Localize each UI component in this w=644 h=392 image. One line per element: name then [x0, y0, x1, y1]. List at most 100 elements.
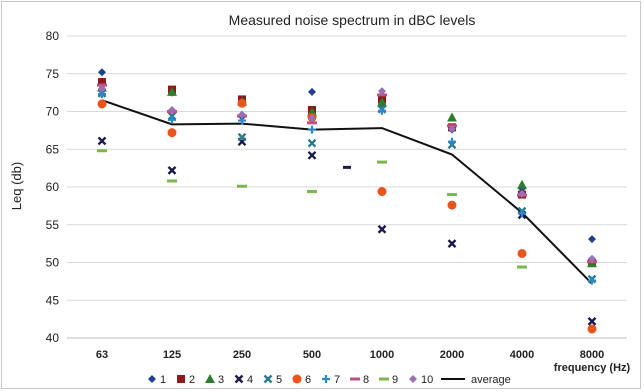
- legend-swatch-9: [379, 377, 389, 381]
- point-series-9-1000: [377, 160, 387, 164]
- legend-item-4: 4: [234, 374, 253, 386]
- x-tick-4000: 4000: [510, 349, 534, 361]
- series-10: [98, 84, 596, 263]
- legend-swatch-2: [177, 375, 185, 383]
- point-series-6-250: [237, 98, 247, 108]
- legend-label-6: 6: [305, 374, 311, 386]
- x-axis-title: frequency (Hz): [554, 362, 631, 374]
- point-series-10-250: [238, 110, 246, 119]
- annotation-marker-0: [343, 165, 351, 169]
- gridlines: [67, 35, 627, 339]
- legend-swatch-3: [205, 374, 215, 383]
- legend-item-7: 7: [322, 374, 340, 386]
- legend-item-2: 2: [177, 374, 195, 386]
- legend-item-6: 6: [292, 374, 311, 386]
- point-series-3-125: [167, 86, 177, 96]
- point-series-4-500: [307, 150, 317, 160]
- point-series-3-1000: [377, 97, 387, 107]
- point-series-6-4000: [517, 248, 527, 258]
- series-9: [97, 149, 527, 269]
- point-series-6-63: [97, 99, 107, 109]
- legend-swatch-1: [148, 375, 156, 383]
- legend-item-9: 9: [379, 374, 398, 386]
- series-4: [97, 136, 597, 326]
- point-series-4-2000: [447, 239, 457, 248]
- legend-item-1: 1: [148, 374, 166, 386]
- point-series-3-2000: [447, 112, 457, 122]
- x-tick-250: 250: [233, 349, 251, 361]
- point-series-4-125: [167, 166, 177, 175]
- point-series-10-500: [308, 114, 316, 123]
- legend-label-8: 8: [363, 374, 369, 386]
- point-series-5-500: [307, 138, 317, 148]
- point-series-7-2000: [448, 137, 456, 146]
- legend-swatch-8: [350, 377, 360, 381]
- series-6: [97, 98, 597, 334]
- legend-item-8: 8: [350, 374, 369, 386]
- y-tick-45: 45: [46, 293, 60, 307]
- series-average-line: [101, 99, 593, 285]
- data-series: [97, 68, 597, 334]
- point-series-4-8000: [587, 317, 597, 326]
- point-series-10-125: [168, 105, 176, 114]
- x-tick-125: 125: [163, 349, 181, 361]
- x-tick-labels: 63 125 250 500 1000 2000 4000 8000: [96, 349, 604, 361]
- point-series-7-1000: [378, 106, 386, 115]
- point-series-9-500: [307, 190, 317, 194]
- legend-item-10: 10: [409, 374, 433, 386]
- y-tick-75: 75: [46, 67, 60, 81]
- point-series-1-8000: [588, 235, 596, 244]
- point-series-7-125: [168, 115, 176, 124]
- x-tick-2000: 2000: [440, 349, 464, 361]
- point-series-9-63: [97, 149, 107, 153]
- point-series-3-4000: [517, 179, 527, 189]
- point-series-9-2000: [447, 193, 457, 197]
- point-series-10-1000: [378, 87, 386, 96]
- x-tick-8000: 8000: [580, 349, 604, 361]
- chart-title: Measured noise spectrum in dBC levels: [229, 12, 476, 28]
- legend-label-5: 5: [276, 374, 282, 386]
- y-tick-50: 50: [46, 256, 60, 270]
- legend-item-5: 5: [263, 374, 282, 386]
- point-series-8-500: [307, 121, 317, 125]
- y-tick-65: 65: [46, 142, 60, 156]
- point-series-6-125: [167, 128, 177, 138]
- series-7: [98, 90, 596, 285]
- legend-item-average: average: [441, 374, 511, 386]
- point-series-10-2000: [448, 124, 456, 133]
- point-series-10-4000: [518, 189, 526, 198]
- legend-label-4: 4: [247, 374, 253, 386]
- legend-swatch-5: [263, 374, 273, 384]
- legend-label-10: 10: [421, 374, 433, 386]
- point-series-9-125: [167, 179, 177, 183]
- legend-swatch-7: [322, 375, 330, 383]
- y-tick-40: 40: [46, 331, 60, 345]
- point-series-7-4000: [518, 209, 526, 218]
- legend-swatch-4: [234, 374, 244, 384]
- point-series-7-8000: [588, 276, 596, 285]
- point-series-2-63: [98, 78, 106, 87]
- x-tick-1000: 1000: [370, 349, 394, 361]
- point-series-1-63: [98, 68, 106, 77]
- legend-swatch-6: [292, 374, 302, 384]
- legend-item-3: 3: [205, 374, 224, 386]
- point-series-7-500: [308, 125, 316, 134]
- point-series-5-250: [237, 132, 247, 142]
- legend-label-9: 9: [392, 374, 398, 386]
- point-series-4-63: [97, 136, 107, 146]
- legend-label-1: 1: [160, 374, 166, 386]
- point-series-1-500: [308, 87, 316, 96]
- point-series-10-63: [98, 84, 106, 93]
- x-tick-63: 63: [96, 349, 108, 361]
- point-series-9-4000: [517, 265, 527, 269]
- point-series-6-2000: [447, 200, 457, 210]
- legend-label-average: average: [471, 374, 511, 386]
- x-tick-500: 500: [303, 349, 321, 361]
- legend: 1 2 3 4 5 6 7 8 9 10 average: [148, 374, 511, 386]
- y-axis-title: Leq (db): [9, 162, 24, 210]
- legend-label-7: 7: [334, 374, 340, 386]
- point-series-6-1000: [377, 187, 387, 197]
- legend-label-2: 2: [189, 374, 195, 386]
- point-series-10-8000: [588, 254, 596, 263]
